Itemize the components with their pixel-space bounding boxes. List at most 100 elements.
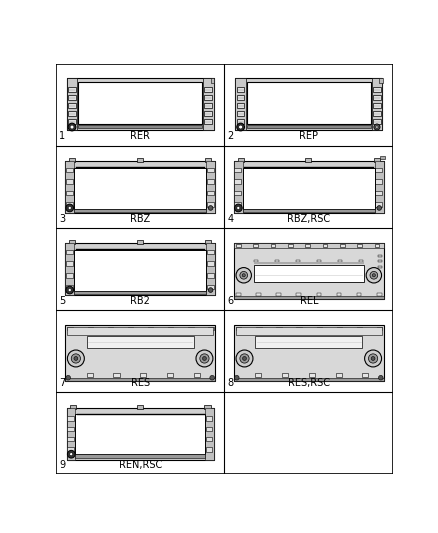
- Bar: [375, 179, 382, 184]
- Bar: [253, 244, 258, 247]
- Bar: [234, 191, 241, 196]
- Bar: [168, 327, 173, 329]
- Bar: [68, 119, 76, 124]
- Bar: [207, 285, 214, 289]
- Bar: [206, 243, 215, 295]
- Circle shape: [68, 206, 71, 209]
- Bar: [66, 273, 73, 278]
- Bar: [207, 250, 214, 254]
- Bar: [69, 240, 75, 244]
- Circle shape: [196, 350, 213, 367]
- Circle shape: [237, 123, 244, 131]
- Bar: [373, 119, 381, 124]
- Bar: [234, 161, 384, 213]
- Bar: [137, 158, 143, 161]
- Bar: [128, 327, 133, 329]
- Bar: [236, 327, 381, 335]
- Circle shape: [366, 268, 381, 283]
- Bar: [66, 168, 73, 172]
- Bar: [203, 78, 214, 130]
- Circle shape: [66, 204, 74, 212]
- Bar: [297, 327, 302, 329]
- Bar: [237, 87, 244, 92]
- Text: 8: 8: [228, 378, 234, 387]
- Bar: [66, 250, 73, 254]
- Bar: [70, 405, 76, 409]
- Bar: [65, 243, 74, 295]
- Bar: [234, 243, 384, 298]
- Bar: [271, 244, 276, 247]
- Bar: [66, 261, 73, 266]
- Circle shape: [74, 357, 78, 360]
- Bar: [317, 327, 322, 329]
- Bar: [206, 416, 212, 421]
- Bar: [205, 405, 211, 409]
- Bar: [373, 103, 381, 108]
- Bar: [337, 327, 342, 329]
- Bar: [375, 191, 382, 196]
- Bar: [65, 378, 215, 381]
- Bar: [234, 243, 384, 247]
- Bar: [65, 161, 74, 213]
- Bar: [276, 293, 281, 296]
- Bar: [67, 327, 213, 335]
- Bar: [74, 208, 206, 212]
- Bar: [205, 119, 212, 124]
- Bar: [207, 261, 214, 266]
- Bar: [373, 87, 381, 92]
- Bar: [74, 168, 206, 209]
- Text: 5: 5: [59, 296, 65, 305]
- Bar: [75, 414, 205, 455]
- Bar: [234, 203, 241, 207]
- Bar: [371, 78, 382, 130]
- Circle shape: [66, 375, 71, 380]
- Bar: [336, 373, 342, 377]
- Circle shape: [210, 375, 215, 380]
- Circle shape: [377, 206, 381, 211]
- Bar: [140, 373, 146, 377]
- Bar: [357, 327, 362, 329]
- Bar: [207, 191, 214, 196]
- Text: REP: REP: [299, 132, 318, 141]
- Bar: [68, 87, 76, 92]
- Bar: [234, 378, 384, 381]
- Bar: [66, 191, 73, 196]
- Bar: [207, 168, 214, 172]
- Bar: [375, 168, 382, 172]
- Bar: [206, 437, 212, 441]
- Circle shape: [243, 357, 247, 360]
- Bar: [323, 244, 327, 247]
- Bar: [237, 119, 244, 124]
- Bar: [337, 293, 341, 296]
- Bar: [282, 373, 288, 377]
- Bar: [67, 426, 74, 431]
- Bar: [87, 373, 93, 377]
- Bar: [377, 327, 382, 329]
- Circle shape: [71, 354, 81, 363]
- Bar: [87, 336, 194, 349]
- Bar: [205, 408, 214, 459]
- Bar: [255, 373, 261, 377]
- Bar: [317, 293, 321, 296]
- Text: REL: REL: [300, 296, 318, 305]
- Bar: [288, 244, 293, 247]
- Text: RBZ,RSC: RBZ,RSC: [287, 214, 330, 223]
- Bar: [88, 327, 93, 329]
- Bar: [211, 78, 215, 83]
- Bar: [373, 95, 381, 100]
- Text: RES: RES: [131, 378, 150, 387]
- Bar: [67, 408, 75, 459]
- Bar: [113, 373, 120, 377]
- Bar: [255, 336, 362, 349]
- Circle shape: [67, 350, 85, 367]
- Circle shape: [208, 206, 213, 211]
- Bar: [357, 244, 362, 247]
- Bar: [205, 111, 212, 116]
- Bar: [234, 168, 241, 172]
- Bar: [66, 179, 73, 184]
- Bar: [67, 78, 78, 130]
- Text: RB2: RB2: [130, 296, 150, 305]
- Circle shape: [239, 125, 243, 129]
- Bar: [205, 103, 212, 108]
- Bar: [68, 103, 76, 108]
